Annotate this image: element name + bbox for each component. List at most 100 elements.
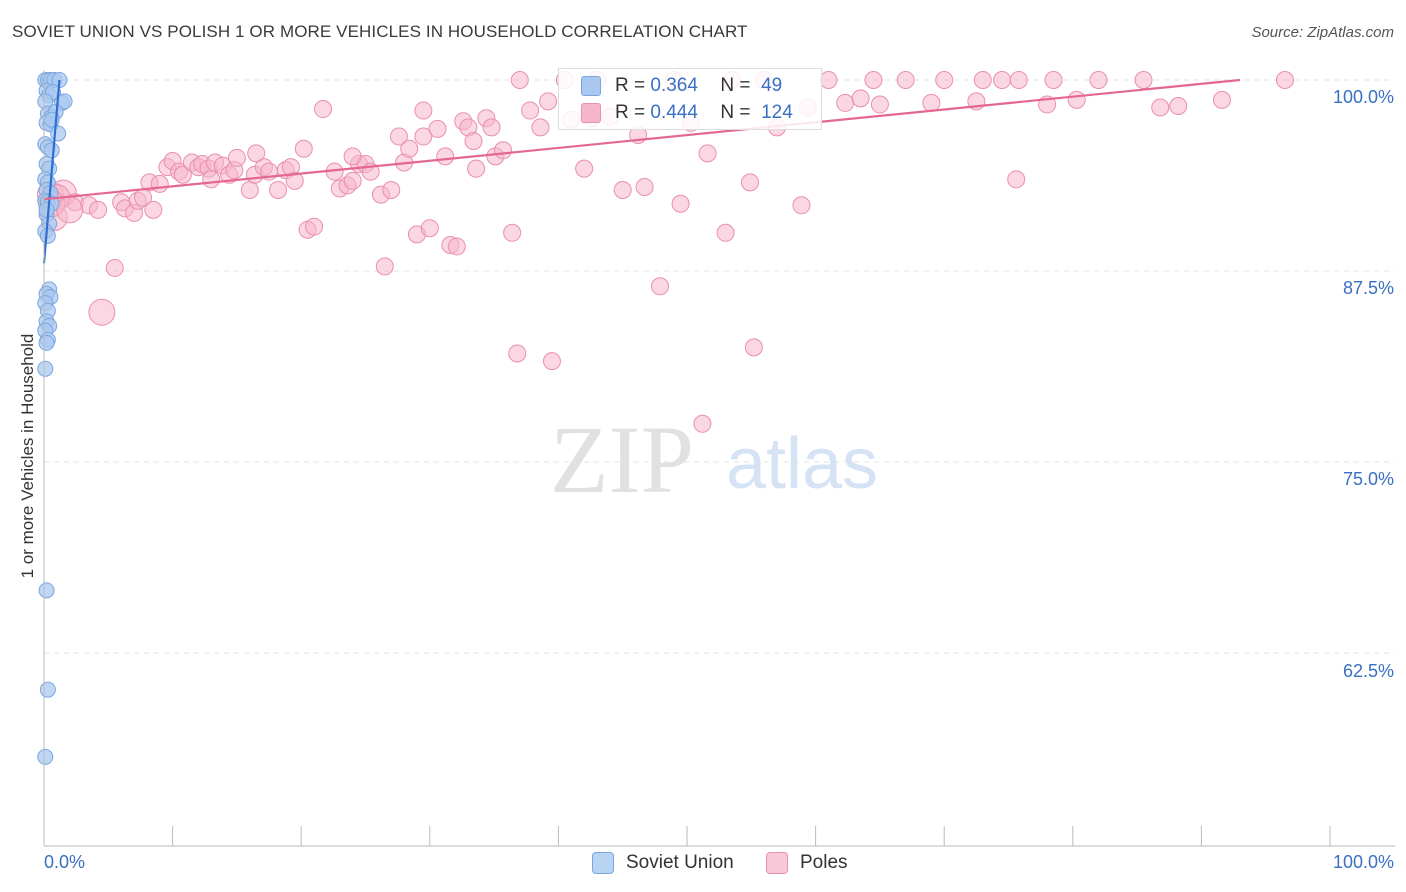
poles-point — [269, 181, 288, 200]
poles-point — [542, 352, 561, 371]
poles-point — [414, 127, 433, 146]
poles-point — [744, 338, 763, 357]
poles-point — [1067, 90, 1086, 109]
source-label: Source: ZipAtlas.com — [1251, 24, 1394, 41]
soviet-union-point — [38, 334, 55, 351]
stats-row-soviet-union: R = 0.364 N = 49 — [581, 74, 782, 98]
n-value: 49 — [761, 75, 783, 96]
y-axis-label: 1 or more Vehicles in Household — [18, 333, 37, 579]
poles-point — [375, 257, 394, 276]
poles-point — [993, 71, 1012, 89]
y-tick-label-100: 100.0% — [1332, 87, 1394, 107]
n-label: N = — [720, 102, 751, 123]
poles-point — [539, 92, 558, 111]
poles-point — [1009, 71, 1028, 89]
n-value: 124 — [761, 102, 793, 123]
poles-point — [56, 196, 84, 224]
poles-trend-line — [43, 78, 1241, 201]
poles-point — [613, 181, 632, 200]
grid-lines — [44, 79, 1395, 654]
poles-point — [716, 223, 735, 242]
r-label: R = — [615, 102, 646, 123]
poles-point — [1089, 71, 1108, 89]
soviet-union-point — [39, 681, 56, 698]
poles-point — [698, 144, 717, 163]
poles-point — [88, 298, 116, 326]
r-value: 0.444 — [650, 102, 698, 123]
n-label: N = — [720, 75, 751, 96]
poles-point — [508, 344, 527, 363]
poles-point — [836, 93, 855, 112]
chart-title: SOVIET UNION VS POLISH 1 OR MORE VEHICLE… — [12, 22, 748, 41]
poles-point — [1007, 170, 1026, 189]
poles-point — [467, 159, 486, 178]
poles-point — [635, 177, 654, 196]
soviet-union-swatch — [581, 76, 601, 96]
soviet-union-point — [43, 142, 60, 159]
poles-point — [864, 71, 883, 89]
poles-point — [464, 132, 483, 151]
poles-point — [1275, 71, 1294, 89]
poles-point — [1134, 71, 1153, 89]
poles-point — [494, 141, 513, 160]
poles-point — [420, 219, 439, 238]
poles-point — [1212, 90, 1231, 109]
poles-point — [343, 147, 362, 166]
axes — [43, 70, 1395, 847]
soviet-union-point — [38, 201, 55, 218]
stats-legend: R = 0.364 N = 49 R = 0.444 N = 124 — [558, 68, 822, 130]
poles-point — [1044, 71, 1063, 89]
watermark: ZIP atlas — [550, 406, 878, 513]
y-tick-label-87-5: 87.5% — [1342, 278, 1394, 298]
poles-point — [973, 71, 992, 89]
poles-point — [482, 118, 501, 137]
y-tick-label-75: 75.0% — [1342, 469, 1394, 489]
soviet-union-point — [38, 582, 55, 599]
legend-swatch-soviet-union — [592, 852, 614, 874]
soviet-union-point — [37, 360, 54, 377]
poles-point — [896, 71, 915, 89]
poles-point — [922, 93, 941, 112]
poles-point — [1169, 96, 1188, 115]
r-label: R = — [615, 75, 646, 96]
soviet-union-point — [50, 125, 67, 142]
poles-point — [144, 200, 163, 219]
legend-swatch-poles — [766, 852, 788, 874]
r-value: 0.364 — [650, 75, 698, 96]
poles-point — [105, 258, 124, 277]
poles-point — [227, 148, 246, 167]
poles-point — [671, 194, 690, 213]
poles-point — [819, 71, 838, 89]
poles-point — [436, 147, 455, 166]
poles-point — [173, 165, 192, 184]
poles-swatch — [581, 103, 601, 123]
poles-point — [693, 414, 712, 433]
poles-point — [870, 95, 889, 114]
stats-row-poles: R = 0.444 N = 124 — [581, 101, 793, 125]
legend-item-soviet-union[interactable]: Soviet Union — [592, 852, 734, 874]
watermark-atlas: atlas — [726, 424, 878, 504]
poles-point — [314, 100, 333, 119]
poles-point — [575, 159, 594, 178]
poles-point — [741, 173, 760, 192]
poles-point — [531, 118, 550, 137]
poles-point — [240, 181, 259, 200]
soviet-union-point — [37, 748, 54, 765]
poles-point — [247, 144, 266, 163]
poles-point — [521, 101, 540, 120]
x-tick-label-min: 0.0% — [44, 852, 86, 872]
poles-point — [1151, 98, 1170, 117]
soviet-union-points — [37, 72, 73, 765]
poles-point — [935, 71, 954, 89]
poles-point — [305, 217, 324, 236]
legend-label-soviet-union: Soviet Union — [626, 852, 734, 873]
x-tick-label-max: 100.0% — [1332, 852, 1394, 872]
poles-point — [285, 171, 304, 190]
poles-point — [294, 139, 313, 158]
poles-point — [447, 237, 466, 256]
legend-item-poles[interactable]: Poles — [766, 852, 848, 874]
poles-point — [150, 174, 169, 193]
poles-point — [202, 170, 221, 189]
poles-point — [389, 127, 408, 146]
poles-point — [428, 119, 447, 138]
